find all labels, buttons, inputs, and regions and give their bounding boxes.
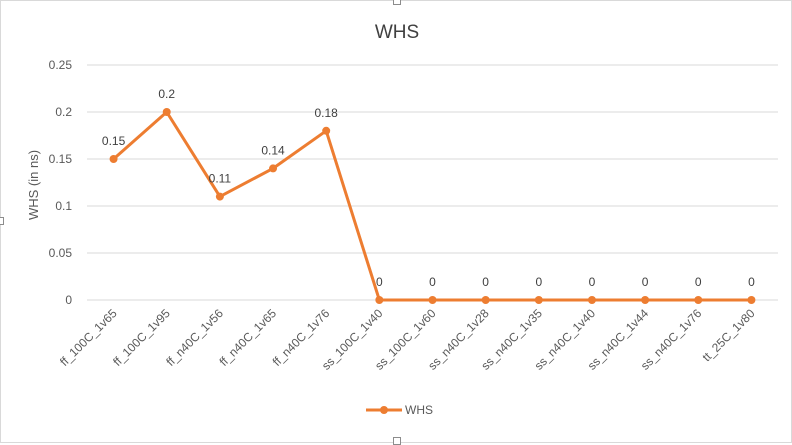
data-label: 0 [535,275,542,289]
data-label: 0 [589,275,596,289]
y-tick-label: 0.25 [49,58,73,72]
y-tick-label: 0.15 [49,152,73,166]
data-point[interactable] [587,296,596,304]
data-point[interactable] [641,296,650,304]
data-label: 0 [429,275,436,289]
data-point[interactable] [322,126,331,135]
y-tick-labels: 0 0.05 0.1 0.15 0.2 0.25 [49,58,73,307]
data-label: 0.15 [102,134,126,148]
data-label: 0.2 [158,87,175,101]
series-whs [109,108,756,304]
resize-handle-top[interactable] [393,0,401,5]
gridlines [87,64,778,301]
x-tick-labels: ff_100C_1v65ff_100C_1v95ff_n40C_1v56ff_n… [57,306,758,373]
legend-marker [380,406,388,414]
data-point[interactable] [269,164,278,173]
data-point[interactable] [694,296,703,304]
data-point[interactable] [481,296,490,304]
chart-title: WHS [375,22,419,43]
y-tick-label: 0.2 [55,105,72,119]
data-point[interactable] [534,296,543,304]
data-label: 0 [695,275,702,289]
y-tick-label: 0.05 [49,246,73,260]
data-point[interactable] [375,296,384,304]
data-labels: 0.15 0.2 0.11 0.14 0.18 0 0 0 0 0 0 0 0 [102,87,755,289]
data-point[interactable] [428,296,437,304]
y-axis-label: WHS (in ns) [26,150,41,220]
data-label: 0.14 [261,143,285,157]
data-point[interactable] [215,192,224,201]
data-label: 0 [482,275,489,289]
resize-handle-left[interactable] [0,217,4,225]
data-label: 0.18 [315,106,339,120]
data-point[interactable] [109,155,118,163]
data-label: 0 [748,275,755,289]
data-point[interactable] [747,296,756,304]
y-tick-label: 0.1 [55,199,72,213]
legend[interactable]: WHS [366,403,433,417]
data-point[interactable] [162,108,171,116]
data-label: 0.11 [209,172,232,186]
data-label: 0 [376,275,383,289]
legend-label: WHS [405,403,433,417]
x-tick-label: tt_25C_1v80 [700,306,758,364]
data-label: 0 [642,275,649,289]
y-tick-label: 0 [65,293,72,307]
